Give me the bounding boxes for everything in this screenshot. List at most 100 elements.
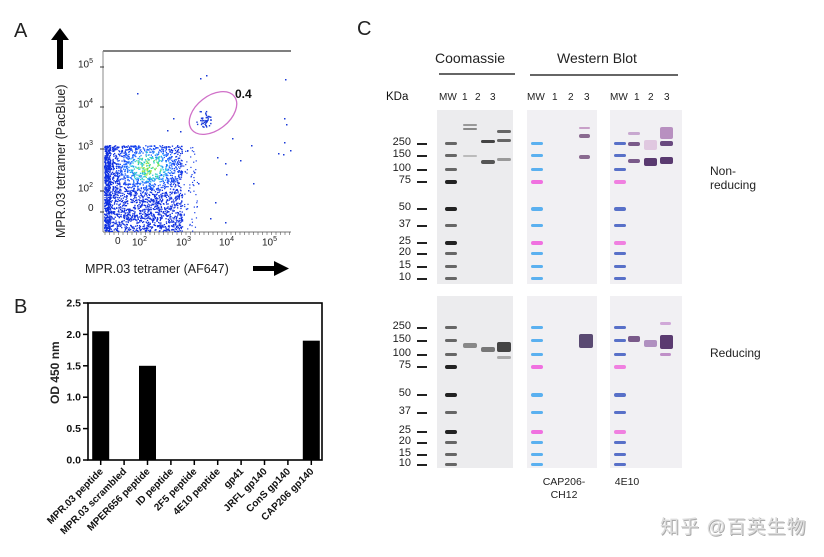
event-point — [114, 181, 116, 183]
event-point — [157, 153, 160, 155]
event-point — [161, 216, 163, 218]
event-point — [158, 195, 160, 197]
event-point — [139, 205, 141, 208]
event-point — [134, 175, 136, 177]
event-point — [148, 184, 150, 186]
event-point — [193, 184, 195, 187]
event-point — [129, 210, 131, 213]
event-point — [165, 166, 167, 168]
event-point — [171, 219, 173, 222]
event-point — [152, 184, 154, 186]
event-point — [124, 165, 126, 167]
event-point — [169, 194, 171, 196]
event-point — [107, 159, 109, 162]
event-point — [149, 176, 151, 178]
event-point — [145, 208, 147, 210]
event-point — [110, 163, 112, 165]
event-point — [152, 152, 154, 154]
event-point — [120, 195, 122, 197]
event-point — [174, 197, 177, 199]
event-point — [128, 166, 130, 168]
kda-marker-label: 250 — [392, 320, 411, 332]
event-point — [149, 230, 151, 232]
event-point — [116, 185, 118, 187]
event-point — [162, 212, 164, 214]
event-point — [132, 219, 135, 221]
event-point — [175, 147, 177, 149]
event-point — [121, 147, 124, 149]
event-point — [155, 203, 157, 205]
ladder-band — [614, 365, 626, 369]
event-point — [148, 200, 150, 203]
event-point — [127, 186, 129, 188]
event-point — [193, 172, 195, 174]
event-point — [175, 185, 177, 187]
event-point — [161, 193, 163, 195]
gated-event-point — [210, 116, 212, 118]
event-point — [120, 211, 122, 213]
event-point — [139, 176, 142, 178]
gated-event-point — [201, 120, 203, 122]
event-point — [124, 201, 126, 203]
gated-event-point — [196, 123, 199, 126]
event-point — [129, 218, 131, 220]
event-point — [126, 197, 128, 199]
kda-marker-label: 100 — [392, 162, 411, 174]
event-point — [180, 178, 182, 180]
event-point — [137, 205, 139, 207]
event-point — [171, 221, 174, 223]
event-point — [154, 145, 156, 147]
event-point — [171, 185, 173, 188]
event-point — [171, 193, 173, 195]
reducing-label: Reducing — [710, 346, 761, 360]
event-point — [107, 180, 109, 182]
event-point — [172, 217, 174, 219]
event-point — [109, 152, 111, 154]
event-point — [140, 210, 142, 213]
event-point — [145, 187, 147, 189]
event-point — [141, 203, 143, 206]
event-point — [106, 215, 108, 218]
event-point — [157, 147, 159, 149]
event-point — [181, 230, 183, 232]
event-point — [161, 167, 164, 169]
event-point — [111, 165, 113, 167]
event-point — [165, 227, 167, 229]
event-point — [173, 169, 175, 172]
event-point — [152, 204, 154, 206]
event-point — [173, 207, 175, 209]
event-point — [141, 165, 143, 167]
event-point — [105, 177, 107, 179]
event-point — [121, 160, 123, 162]
event-point — [131, 169, 133, 171]
event-point — [166, 165, 168, 167]
event-point — [112, 163, 114, 166]
event-point — [151, 199, 153, 201]
event-point — [165, 160, 167, 162]
event-point — [175, 199, 177, 201]
event-point — [162, 150, 165, 153]
event-point — [104, 157, 106, 159]
event-point — [180, 176, 183, 178]
event-point — [172, 180, 174, 182]
event-point — [149, 184, 151, 186]
event-point — [105, 224, 107, 226]
event-point — [161, 160, 163, 163]
event-point — [140, 210, 142, 212]
event-point — [180, 227, 182, 229]
event-point — [107, 174, 109, 177]
event-point — [138, 199, 140, 201]
event-point — [180, 217, 182, 219]
event-point — [171, 225, 173, 227]
event-point — [134, 191, 136, 193]
event-point — [181, 211, 183, 213]
event-point — [125, 205, 128, 207]
band — [497, 139, 511, 142]
event-point — [148, 159, 150, 161]
event-point — [107, 173, 110, 175]
event-point — [108, 230, 111, 232]
event-point — [113, 175, 116, 177]
event-point — [113, 153, 115, 156]
event-point — [174, 230, 176, 232]
event-point — [106, 221, 108, 223]
